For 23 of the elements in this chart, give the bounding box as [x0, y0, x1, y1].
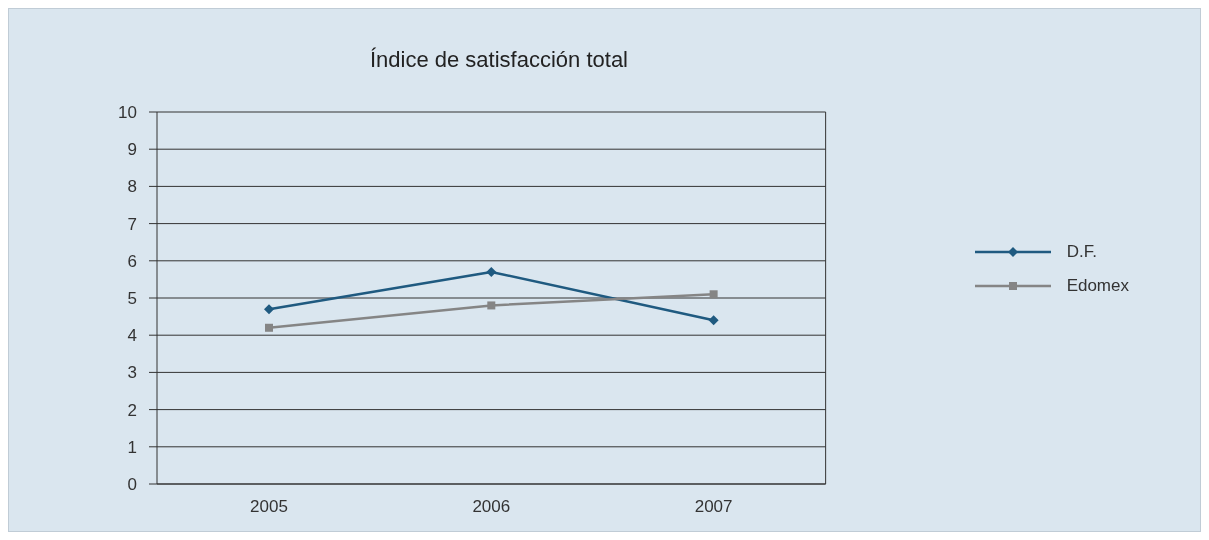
- y-tick-label: 2: [127, 400, 137, 420]
- chart-title: Índice de satisfacción total: [368, 47, 629, 73]
- point: [265, 323, 273, 332]
- y-tick-label: 4: [127, 326, 137, 346]
- x-tick-label: 2006: [472, 497, 511, 517]
- y-tick-label: 3: [127, 363, 137, 383]
- point: [486, 266, 497, 277]
- point: [709, 290, 718, 299]
- point: [264, 304, 274, 315]
- y-tick-label: 5: [127, 289, 137, 309]
- y-tick-label: 7: [127, 214, 137, 234]
- y-tick-label: 0: [127, 475, 137, 495]
- legend-label: D.F.: [1066, 242, 1097, 262]
- y-tick-label: 8: [127, 177, 137, 197]
- y-tick-label: 1: [127, 437, 137, 457]
- point: [708, 315, 719, 326]
- x-tick-label: 2005: [250, 497, 288, 517]
- x-tick-label: 2007: [694, 497, 733, 517]
- y-tick-label: 10: [118, 103, 137, 123]
- y-tick-label: 6: [127, 251, 137, 271]
- y-tick-label: 9: [127, 140, 137, 160]
- legend-label: Edomex: [1066, 276, 1129, 296]
- point: [487, 301, 496, 310]
